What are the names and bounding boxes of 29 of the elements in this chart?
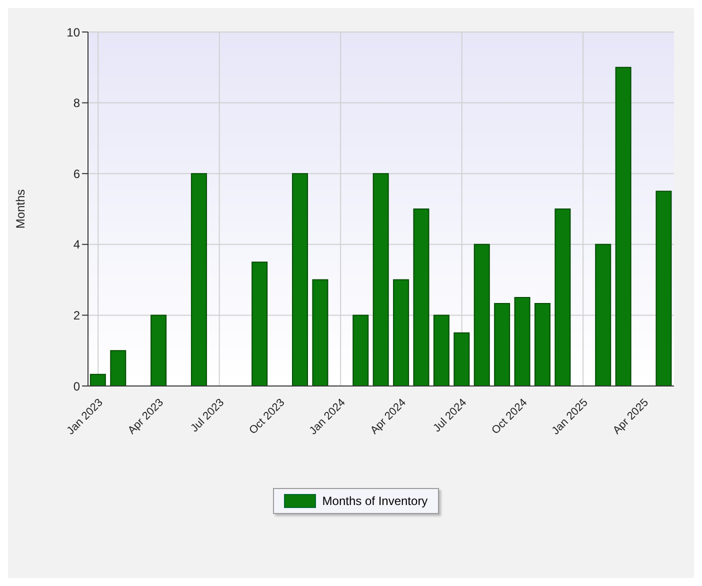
bar [554,208,571,386]
bar [454,332,470,386]
bar [413,208,430,386]
y-tick-label: 0 [73,379,80,394]
bar [433,314,450,386]
y-tick-label: 2 [73,308,80,322]
y-tick-label: 4 [73,238,80,252]
bar [312,279,328,386]
bar [595,244,612,386]
y-tick-label: 10 [66,25,80,40]
bar [393,279,410,386]
text: Months of Inventory [321,494,428,508]
bar [292,173,308,386]
bar [352,314,369,386]
bar [110,350,126,386]
bar [615,66,632,386]
bar [656,190,672,386]
bar [252,262,268,386]
bar [372,173,389,386]
bar [190,173,207,386]
bar [150,314,167,386]
bar [494,303,510,386]
bar [474,244,490,386]
y-tick-label: 6 [73,166,80,181]
bar [534,303,550,386]
y-axis-title: Months [13,189,28,229]
y-tick-label: 8 [73,96,80,110]
bar [514,297,530,386]
bar [90,374,106,386]
